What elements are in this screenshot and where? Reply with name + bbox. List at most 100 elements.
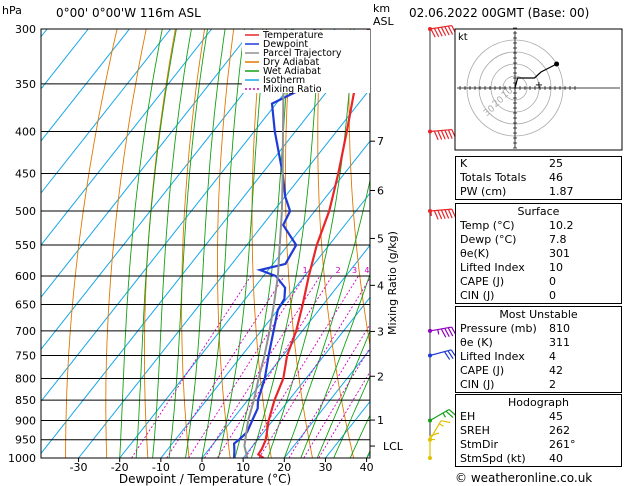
indices-top: K 25 Totals Totals 46 PW (cm) 1.87: [455, 156, 622, 200]
index-row: θe (K) 311: [456, 336, 621, 350]
mixing-ratio-label: 10: [410, 266, 420, 275]
index-row: Pressure (mb) 810: [456, 322, 621, 336]
index-label: Lifted Index: [460, 261, 525, 274]
skewt-axes: 3003504004505005506006507007508008509009…: [8, 23, 404, 474]
legend-bg: [242, 30, 370, 93]
wind-barb: [428, 24, 457, 38]
pressure-tick-label: 500: [15, 205, 36, 218]
pressure-tick-label: 950: [15, 434, 36, 447]
legend-label: Isotherm: [263, 75, 305, 86]
legend-label: Dewpoint: [263, 39, 308, 50]
isotherm-line: [41, 29, 130, 142]
index-row: Lifted Index 4: [456, 350, 621, 364]
location-title: 0°00' 0°00'W 116m ASL: [56, 6, 201, 20]
mixing-ratio-label: 5: [377, 266, 382, 275]
index-row: CIN (J) 2: [456, 378, 621, 392]
index-row: CIN (J) 0: [456, 289, 621, 303]
barb-flag: [437, 130, 443, 140]
km-tick-label: 1: [377, 414, 384, 427]
index-value: 7.8: [549, 233, 567, 246]
index-row: θe(K) 301: [456, 247, 621, 261]
x-tick-label: 10: [236, 461, 250, 474]
index-label: EH: [460, 410, 476, 423]
mixing-ratio-label: 20: [443, 266, 453, 275]
wind-barbs: [428, 24, 457, 460]
index-value: 45: [549, 410, 563, 423]
wind-barb: [428, 208, 457, 220]
barb-flag: [448, 409, 457, 417]
plot-frame: [40, 28, 371, 459]
index-value: 311: [549, 336, 570, 349]
pressure-tick-label: 550: [15, 239, 36, 252]
indices-most-unstable: Most Unstable Pressure (mb) 810 θe (K) 311 L…: [455, 306, 622, 393]
hodograph-kt-label: kt: [458, 32, 468, 43]
mixing-ratio-line: [188, 275, 306, 458]
barb-half-flag: [438, 423, 444, 427]
barb-flag: [440, 420, 451, 424]
index-row: StmDir 261°: [456, 438, 621, 452]
series-line-parcel-trajectory: [243, 29, 287, 458]
index-value: 46: [549, 171, 563, 184]
km-tick-label: 3: [377, 325, 384, 338]
mixing-ratio-label: 4: [364, 266, 369, 275]
wet-adiabat-line: [119, 29, 163, 458]
isotherm-line: [41, 29, 295, 351]
hodograph-storm-marker: +: [535, 80, 543, 91]
index-row: Temp (°C) 10.2: [456, 219, 621, 233]
index-label: CIN (J): [460, 378, 495, 391]
isotherm-line: [41, 29, 213, 246]
index-value: 25: [549, 157, 563, 170]
barb-flag: [447, 350, 454, 359]
barb-flag: [445, 410, 454, 418]
index-value: 262: [549, 424, 570, 437]
pressure-tick-label: 350: [15, 78, 36, 91]
index-row: EH 45: [456, 410, 621, 424]
index-row: Dewp (°C) 7.8: [456, 233, 621, 247]
mixing-ratio-line: [318, 370, 370, 458]
barb-flag: [444, 328, 450, 337]
barb-half-flag: [442, 412, 446, 418]
index-row: PW (cm) 1.87: [456, 185, 621, 199]
barb-dot: [428, 27, 432, 31]
pressure-tick-label: 900: [15, 414, 36, 427]
barb-flag: [440, 328, 447, 338]
x-tick-label: 20: [277, 461, 291, 474]
index-value: 2: [549, 378, 556, 391]
index-label: StmSpd (kt): [460, 452, 526, 465]
barb-flag: [433, 28, 440, 38]
isotherm-line: [283, 348, 370, 458]
x-tick-label: -30: [70, 461, 88, 474]
x-tick-label: -10: [152, 461, 170, 474]
legend-label: Mixing Ratio: [263, 84, 322, 95]
km-tick-label: 2: [377, 370, 384, 383]
barb-dot: [428, 353, 432, 358]
mixing-ratio-axis-label: Mixing Ratio (g/kg): [386, 231, 399, 335]
isotherm-line: [41, 29, 89, 90]
km-tick-label: 6: [377, 184, 384, 197]
barb-flag: [440, 130, 446, 140]
barb-shaft: [429, 408, 450, 421]
mixing-ratio-line: [204, 275, 321, 458]
index-value: 0: [549, 275, 556, 288]
barb-flag: [430, 28, 436, 38]
index-label: K: [460, 157, 468, 170]
dry-adiabat-line: [181, 29, 206, 458]
index-label: StmDir: [460, 438, 499, 451]
pressure-tick-label: 400: [15, 126, 36, 139]
wet-adiabat-line: [333, 374, 370, 458]
index-value: 1.87: [549, 185, 574, 198]
hodograph-box-title: Hodograph: [508, 396, 569, 409]
index-label: PW (cm): [460, 185, 507, 198]
index-value: 4: [549, 350, 556, 363]
datetime-title: 02.06.2022 00GMT (Base: 00): [409, 6, 589, 20]
wind-barb: [428, 326, 457, 338]
barb-dot: [428, 456, 432, 460]
index-label: SREH: [460, 424, 490, 437]
lcl-label: LCL: [383, 440, 404, 453]
x-axis-label: Dewpoint / Temperature (°C): [119, 472, 291, 486]
indices-hodograph: Hodograph EH 45 SREH 262 StmDir 261° StmSpd (k…: [455, 394, 622, 467]
skewt-profiles: [232, 29, 370, 458]
barb-shaft: [429, 326, 452, 332]
